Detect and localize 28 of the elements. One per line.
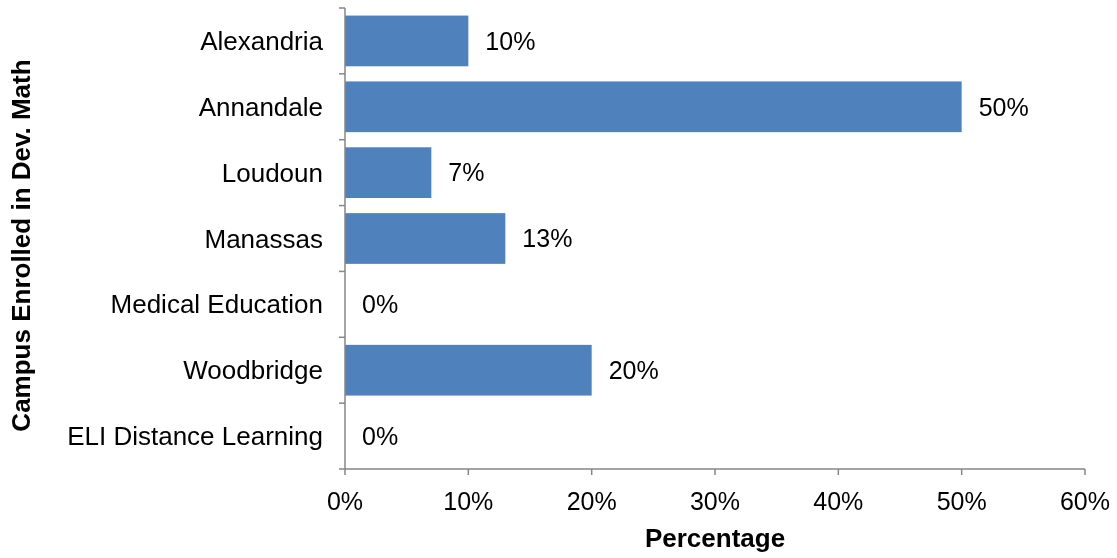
bar — [345, 81, 962, 133]
data-label: 7% — [448, 158, 485, 187]
bar — [345, 147, 432, 198]
data-label: 0% — [362, 421, 399, 450]
x-tick-label: 60% — [1059, 486, 1111, 515]
x-tick-label: 30% — [689, 486, 741, 515]
y-tick-label: Woodbridge — [183, 355, 323, 386]
bar — [345, 15, 469, 67]
data-label: 13% — [522, 224, 573, 253]
y-tick-label: Manassas — [204, 223, 323, 254]
data-label: 0% — [362, 290, 399, 319]
x-axis-title: Percentage — [644, 523, 786, 553]
bar — [345, 344, 592, 396]
data-label: 50% — [978, 92, 1029, 121]
x-tick-label: 20% — [566, 486, 617, 515]
y-tick-label: Loudoun — [221, 157, 323, 188]
bar — [345, 213, 506, 264]
x-tick-label: 40% — [813, 486, 864, 515]
x-tick-label: 0% — [326, 486, 364, 515]
y-tick-label: ELI Distance Learning — [67, 421, 323, 452]
x-tick-label: 50% — [936, 486, 987, 515]
x-tick-label: 10% — [443, 486, 494, 515]
data-label: 10% — [485, 26, 536, 55]
y-tick-label: Alexandria — [200, 26, 324, 57]
y-axis-title: Campus Enrolled in Dev. Math — [6, 59, 36, 432]
data-label: 20% — [608, 355, 659, 384]
y-tick-label: Medical Education — [110, 289, 323, 320]
y-tick-label: Annandale — [198, 91, 323, 122]
